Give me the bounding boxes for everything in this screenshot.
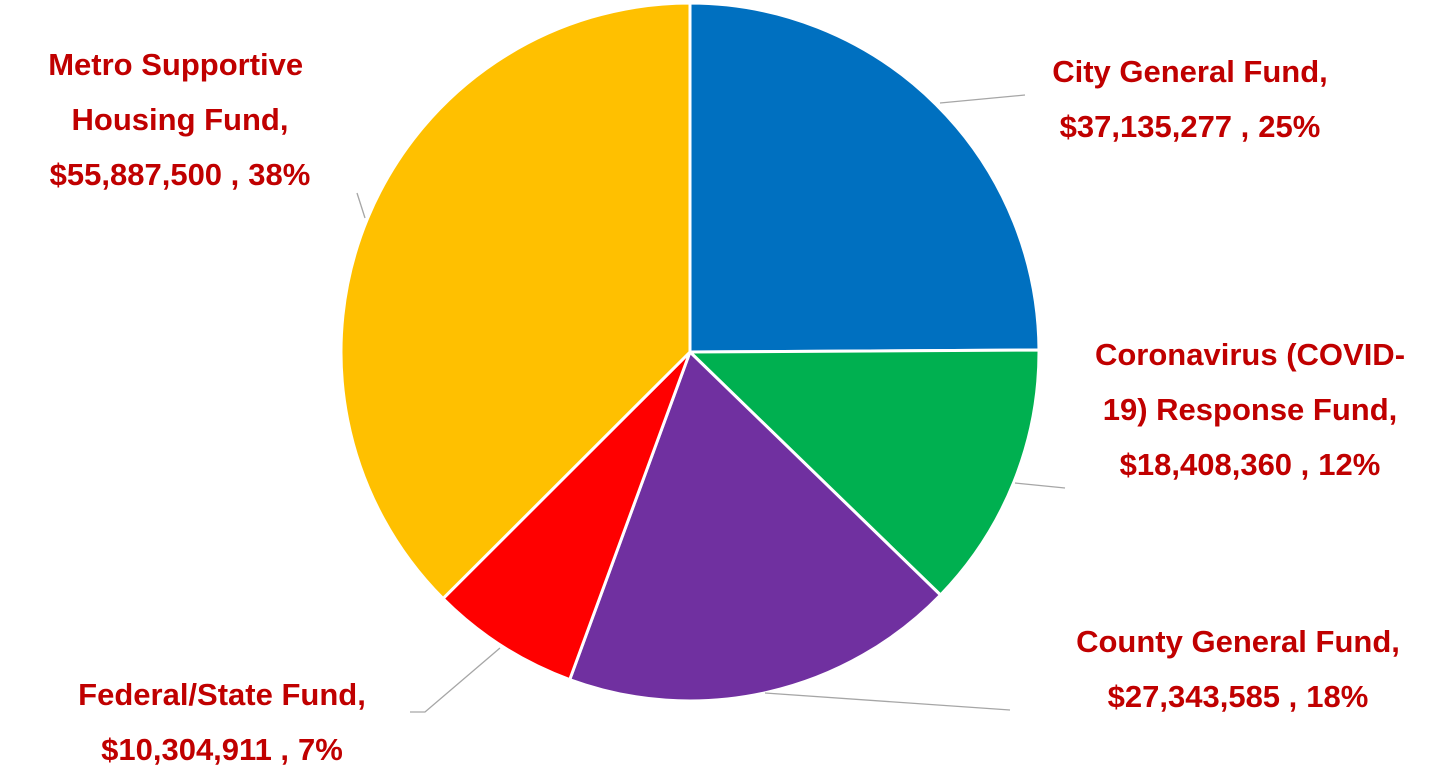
leader-line [410, 647, 501, 713]
pie-slice [686, 348, 1041, 598]
leader-line [356, 192, 366, 219]
category-line: 19) Response Fund, [1103, 392, 1398, 427]
value-label: $18,408,360 , [1120, 447, 1310, 482]
category-label: City General Fund, [1052, 54, 1328, 89]
value-label-line: $37,135,277 , 25% [1060, 109, 1321, 144]
leader-line [1014, 482, 1066, 489]
value-label-line: $27,343,585 , 18% [1108, 679, 1369, 714]
category-line: County General Fund, [1076, 624, 1400, 659]
category-line: Metro Supportive [48, 47, 312, 82]
category-label: Coronavirus (COVID- 19) Response Fund, [1095, 337, 1405, 427]
category-line: Federal/State Fund, [78, 677, 366, 712]
value-label: $10,304,911 , [101, 732, 289, 767]
value-label-line: $55,887,500 , 38% [50, 157, 311, 192]
percent-label: 12% [1318, 447, 1380, 482]
percent-label: 7% [298, 732, 343, 767]
pie-slice [339, 1, 692, 601]
pie-slice [567, 349, 943, 703]
pie-slice [440, 350, 692, 682]
leader-line [764, 692, 1011, 711]
value-label-line: $18,408,360 , 12% [1120, 447, 1381, 482]
percent-label: 38% [248, 157, 310, 192]
value-label: $55,887,500 , [50, 157, 240, 192]
value-label: $37,135,277 , [1060, 109, 1250, 144]
value-label: $27,343,585 , [1108, 679, 1298, 714]
leader-line [939, 94, 1026, 104]
category-line: City General Fund, [1052, 54, 1328, 89]
percent-label: 25% [1258, 109, 1320, 144]
category-label: Federal/State Fund, [78, 677, 366, 712]
category-label: Metro Supportive Housing Fund, [48, 47, 312, 137]
category-label: County General Fund, [1076, 624, 1400, 659]
value-label-line: $10,304,911 , 7% [101, 732, 343, 767]
category-line: Coronavirus (COVID- [1095, 337, 1405, 372]
category-line: Housing Fund, [72, 102, 289, 137]
percent-label: 18% [1306, 679, 1368, 714]
pie-slice [688, 1, 1041, 354]
